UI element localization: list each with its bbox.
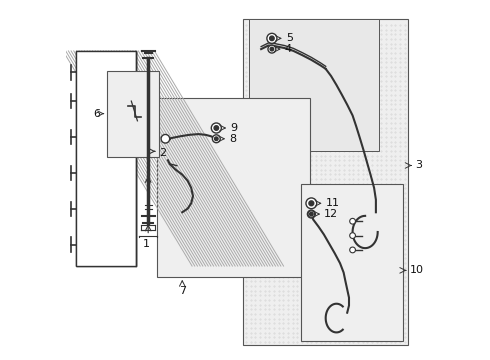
Circle shape [307, 210, 315, 218]
Circle shape [212, 135, 220, 143]
Circle shape [214, 126, 219, 130]
Circle shape [211, 123, 221, 133]
Text: 10: 10 [410, 265, 424, 275]
Circle shape [161, 134, 170, 143]
Circle shape [270, 36, 274, 41]
Bar [248, 19, 379, 151]
Circle shape [308, 211, 315, 217]
Circle shape [306, 198, 317, 209]
Bar [76, 51, 136, 266]
Text: 9: 9 [230, 123, 238, 133]
Circle shape [350, 247, 355, 253]
Bar [76, 51, 136, 266]
Circle shape [215, 137, 218, 140]
Circle shape [350, 219, 355, 224]
Bar [107, 71, 159, 157]
Text: 5: 5 [286, 33, 293, 43]
Text: 11: 11 [326, 198, 340, 208]
Circle shape [268, 45, 276, 53]
Text: 7: 7 [179, 286, 186, 296]
Text: 4: 4 [285, 44, 292, 54]
Bar [300, 184, 403, 341]
Circle shape [350, 233, 355, 238]
Text: 12: 12 [324, 209, 339, 219]
Circle shape [310, 212, 313, 216]
Circle shape [309, 201, 314, 206]
Bar [157, 98, 310, 277]
Text: 2: 2 [159, 148, 166, 158]
Text: 6: 6 [93, 109, 100, 119]
Circle shape [267, 33, 277, 43]
Text: 3: 3 [416, 161, 422, 171]
Text: 1: 1 [143, 239, 150, 249]
Bar [243, 19, 408, 345]
Circle shape [270, 47, 274, 51]
Text: 8: 8 [229, 134, 236, 144]
